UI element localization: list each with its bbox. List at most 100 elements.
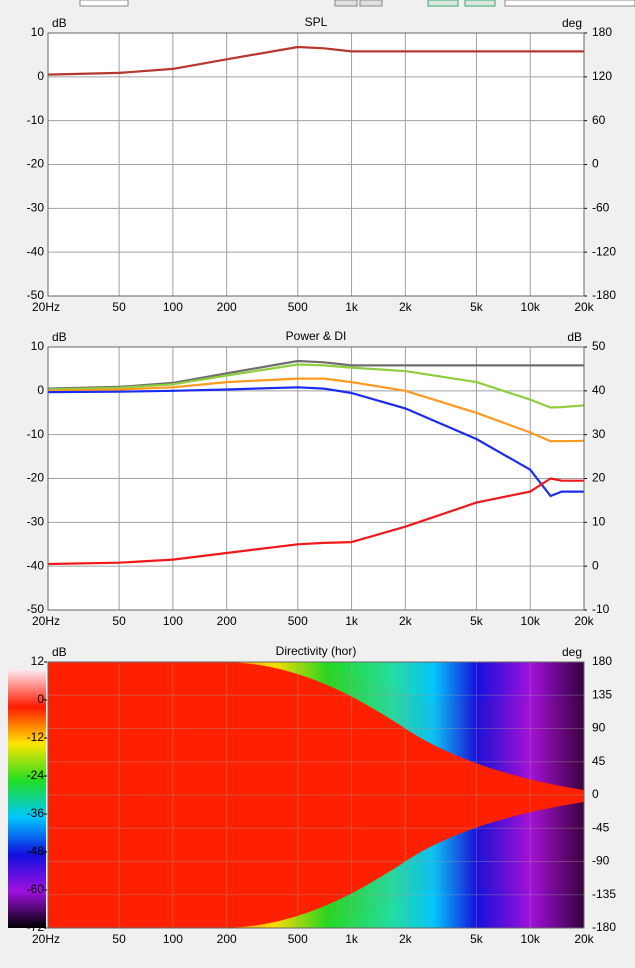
button[interactable] [464, 0, 496, 7]
x-tick-label: 1k [345, 300, 359, 314]
y2-tick-label: -120 [592, 244, 616, 258]
y2-tick-label: 60 [592, 113, 606, 127]
colorbar [8, 670, 46, 928]
y2-axis-label: deg [562, 645, 582, 659]
series-line [47, 45, 584, 76]
x-tick-label: 1k [345, 932, 359, 946]
y2-axis-label: dB [567, 330, 582, 344]
y-tick-label: -48 [27, 844, 45, 858]
y-tick-label: -10 [27, 427, 45, 441]
x-tick-label: 10k [521, 932, 541, 946]
y-tick-label: 12 [31, 654, 45, 668]
x-tick-label: 1k [345, 614, 359, 628]
series-line [47, 377, 585, 443]
x-tick-label: 200 [217, 300, 237, 314]
y-tick-label: -40 [27, 558, 45, 572]
x-tick-label: 5k [470, 300, 484, 314]
y2-axis-label: deg [562, 16, 582, 30]
x-tick-label: 20Hz [32, 300, 60, 314]
y-tick-label: 10 [31, 339, 45, 353]
x-tick-label: 20Hz [32, 614, 60, 628]
y-tick-label: -20 [27, 471, 45, 485]
y-tick-label: 0 [37, 69, 44, 83]
y2-tick-label: -60 [592, 201, 610, 215]
x-tick-label: 20Hz [32, 932, 60, 946]
x-tick-label: 100 [163, 614, 183, 628]
y-tick-label: 0 [37, 383, 44, 397]
y-tick-label: -12 [27, 730, 45, 744]
y2-tick-label: 0 [592, 157, 599, 171]
series-line [47, 477, 584, 566]
x-tick-label: 500 [288, 614, 308, 628]
button[interactable] [334, 0, 358, 7]
y2-tick-label: -135 [592, 887, 616, 901]
x-tick-label: 200 [217, 614, 237, 628]
x-tick-label: 10k [521, 300, 541, 314]
series-line [47, 386, 584, 498]
y-tick-label: -20 [27, 157, 45, 171]
button[interactable] [359, 0, 383, 7]
input-box[interactable] [504, 0, 635, 7]
y2-tick-label: 180 [592, 654, 612, 668]
chart-title: Directivity (hor) [276, 644, 357, 658]
y2-tick-label: 20 [592, 471, 606, 485]
input-box[interactable] [79, 0, 129, 7]
y2-tick-label: 10 [592, 515, 606, 529]
y2-tick-label: 180 [592, 25, 612, 39]
x-tick-label: 10k [521, 614, 541, 628]
y-tick-label: -40 [27, 244, 45, 258]
x-tick-label: 100 [163, 300, 183, 314]
x-tick-label: 50 [112, 300, 126, 314]
x-tick-label: 100 [163, 932, 183, 946]
y-axis-label: dB [52, 330, 67, 344]
heatmap-pattern [48, 662, 584, 928]
x-tick-label: 20k [574, 932, 594, 946]
y2-tick-label: -90 [592, 854, 610, 868]
x-tick-label: 50 [112, 614, 126, 628]
y-axis-label: dB [52, 645, 67, 659]
series-line [47, 363, 585, 409]
series-line [47, 359, 584, 390]
y2-tick-label: 135 [592, 687, 612, 701]
y-tick-label: 10 [31, 25, 45, 39]
y-tick-label: -60 [27, 882, 45, 896]
y-tick-label: 0 [37, 692, 44, 706]
plot-frame [47, 346, 585, 611]
x-tick-label: 500 [288, 932, 308, 946]
chart-title: SPL [305, 15, 328, 29]
y-tick-label: -30 [27, 201, 45, 215]
y2-tick-label: 50 [592, 339, 606, 353]
x-tick-label: 500 [288, 300, 308, 314]
y2-tick-label: 40 [592, 383, 606, 397]
y2-tick-label: 0 [592, 558, 599, 572]
y-tick-label: -50 [27, 288, 45, 302]
y-tick-label: -30 [27, 515, 45, 529]
y2-tick-label: -180 [592, 288, 616, 302]
y-tick-label: -72 [27, 920, 45, 934]
x-tick-label: 200 [217, 932, 237, 946]
x-tick-label: 5k [470, 932, 484, 946]
button[interactable] [427, 0, 459, 7]
x-tick-label: 20k [574, 614, 594, 628]
y2-tick-label: 120 [592, 69, 612, 83]
x-tick-label: 20k [574, 300, 594, 314]
y2-tick-label: 90 [592, 721, 606, 735]
y-tick-label: -36 [27, 806, 45, 820]
plot-frame [47, 661, 585, 929]
x-tick-label: 5k [470, 614, 484, 628]
x-tick-label: 50 [112, 932, 126, 946]
y2-tick-label: -10 [592, 602, 610, 616]
y-tick-label: -24 [27, 768, 45, 782]
x-tick-label: 2k [399, 932, 413, 946]
y-tick-label: -50 [27, 602, 45, 616]
chart-title: Power & DI [286, 329, 347, 343]
x-tick-label: 2k [399, 614, 413, 628]
plot-frame [47, 32, 585, 297]
y2-tick-label: -45 [592, 820, 610, 834]
y2-tick-label: 45 [592, 754, 606, 768]
x-tick-label: 2k [399, 300, 413, 314]
y-tick-label: -10 [27, 113, 45, 127]
y-axis-label: dB [52, 16, 67, 30]
y2-tick-label: -180 [592, 920, 616, 934]
